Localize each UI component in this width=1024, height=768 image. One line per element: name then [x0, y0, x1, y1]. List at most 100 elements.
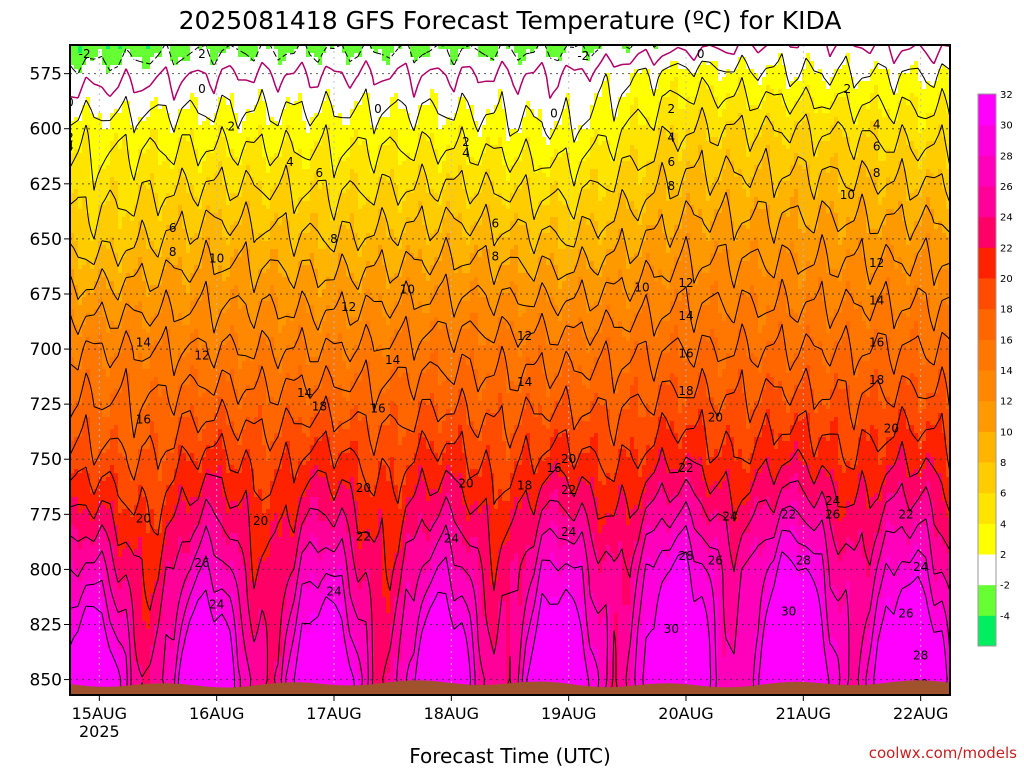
temperature-cell: [186, 449, 191, 454]
temperature-cell: [182, 381, 187, 386]
temperature-cell: [122, 545, 127, 550]
temperature-cell: [94, 529, 99, 534]
temperature-cell: [70, 669, 75, 674]
temperature-cell: [74, 201, 79, 206]
temperature-cell: [110, 213, 115, 218]
temperature-cell: [162, 545, 167, 550]
temperature-cell: [186, 537, 191, 542]
temperature-cell: [86, 673, 91, 678]
temperature-cell: [102, 157, 107, 162]
temperature-cell: [102, 213, 107, 218]
temperature-cell: [182, 205, 187, 210]
temperature-cell: [138, 57, 143, 62]
temperature-cell: [70, 81, 75, 86]
temperature-cell: [138, 561, 143, 566]
temperature-cell: [82, 469, 87, 474]
temperature-cell: [98, 241, 103, 246]
temperature-cell: [126, 429, 131, 434]
temperature-cell: [174, 609, 179, 614]
temperature-cell: [154, 109, 159, 114]
temperature-cell: [106, 657, 111, 662]
temperature-cell: [94, 461, 99, 466]
temperature-cell: [102, 665, 107, 670]
temperature-cell: [186, 389, 191, 394]
temperature-cell: [126, 337, 131, 342]
temperature-cell: [102, 405, 107, 410]
temperature-cell: [170, 181, 175, 186]
temperature-cell: [166, 177, 171, 182]
temperature-cell: [150, 657, 155, 662]
temperature-cell: [118, 577, 123, 582]
temperature-cell: [150, 249, 155, 254]
temperature-cell: [170, 529, 175, 534]
temperature-cell: [150, 645, 155, 650]
temperature-cell: [174, 477, 179, 482]
temperature-cell: [118, 65, 123, 70]
temperature-cell: [170, 401, 175, 406]
temperature-cell: [98, 289, 103, 294]
temperature-cell: [86, 417, 91, 422]
temperature-cell: [74, 361, 79, 366]
temperature-cell: [146, 617, 151, 622]
temperature-cell: [162, 633, 167, 638]
temperature-cell: [118, 325, 123, 330]
temperature-cell: [78, 605, 83, 610]
temperature-cell: [174, 377, 179, 382]
temperature-cell: [90, 257, 95, 262]
temperature-cell: [166, 77, 171, 82]
temperature-cell: [146, 381, 151, 386]
temperature-cell: [114, 465, 119, 470]
temperature-cell: [98, 165, 103, 170]
temperature-cell: [146, 157, 151, 162]
temperature-cell: [190, 277, 195, 282]
temperature-cell: [166, 573, 171, 578]
temperature-cell: [154, 681, 159, 686]
temperature-cell: [146, 325, 151, 330]
temperature-cell: [90, 597, 95, 602]
temperature-cell: [110, 465, 115, 470]
temperature-cell: [126, 645, 131, 650]
temperature-cell: [86, 97, 91, 102]
temperature-cell: [158, 521, 163, 526]
temperature-cell: [170, 565, 175, 570]
temperature-cell: [142, 349, 147, 354]
temperature-cell: [102, 393, 107, 398]
temperature-cell: [118, 413, 123, 418]
temperature-cell: [138, 217, 143, 222]
temperature-cell: [174, 321, 179, 326]
temperature-cell: [102, 385, 107, 390]
temperature-cell: [138, 677, 143, 682]
temperature-cell: [130, 417, 135, 422]
temperature-cell: [146, 225, 151, 230]
temperature-cell: [130, 169, 135, 174]
temperature-cell: [130, 609, 135, 614]
temperature-cell: [170, 593, 175, 598]
temperature-cell: [178, 413, 183, 418]
temperature-cell: [110, 149, 115, 154]
temperature-cell: [118, 673, 123, 678]
temperature-cell: [186, 581, 191, 586]
temperature-cell: [70, 265, 75, 270]
temperature-cell: [86, 629, 91, 634]
temperature-cell: [182, 101, 187, 106]
temperature-cell: [70, 585, 75, 590]
temperature-cell: [126, 309, 131, 314]
temperature-cell: [74, 381, 79, 386]
temperature-cell: [126, 597, 131, 602]
temperature-cell: [122, 665, 127, 670]
temperature-cell: [126, 453, 131, 458]
temperature-cell: [78, 121, 83, 126]
temperature-cell: [122, 81, 127, 86]
temperature-cell: [114, 173, 119, 178]
temperature-cell: [154, 373, 159, 378]
temperature-cell: [142, 69, 147, 74]
temperature-cell: [90, 593, 95, 598]
temperature-cell: [94, 141, 99, 146]
temperature-cell: [186, 569, 191, 574]
temperature-cell: [106, 225, 111, 230]
temperature-cell: [130, 397, 135, 402]
temperature-cell: [150, 581, 155, 586]
temperature-cell: [86, 113, 91, 118]
temperature-cell: [178, 229, 183, 234]
temperature-cell: [82, 637, 87, 642]
